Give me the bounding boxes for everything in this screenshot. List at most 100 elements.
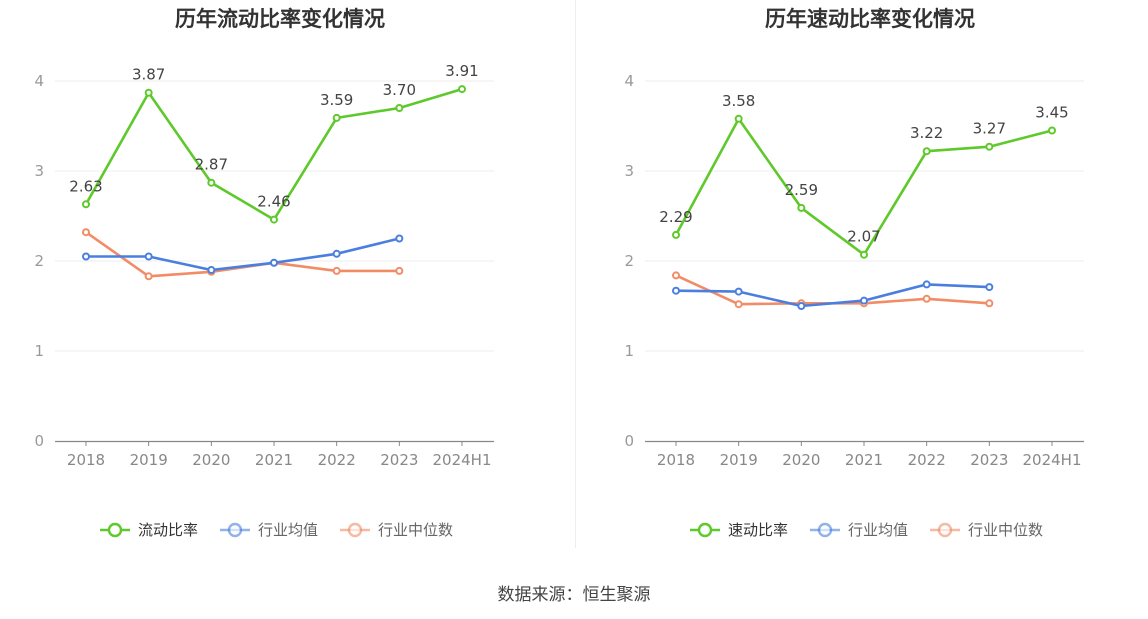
- data-label: 2.63: [69, 177, 102, 195]
- series-line-2: [675, 283, 990, 308]
- x-tick-label: 2021: [255, 451, 293, 469]
- x-tick-label: 2019: [130, 451, 168, 469]
- data-label: 2.29: [659, 208, 692, 226]
- data-point: [82, 228, 90, 237]
- data-point: [922, 147, 931, 156]
- legend-marker: [937, 522, 953, 538]
- y-tick-label: 1: [34, 342, 44, 360]
- series-line-3: [85, 231, 400, 278]
- panel-divider: [575, 0, 576, 548]
- data-label: 3.45: [1035, 104, 1068, 122]
- data-point: [797, 203, 806, 212]
- data-label: 2.07: [847, 228, 880, 246]
- data-point: [672, 271, 680, 280]
- data-label: 3.58: [722, 92, 755, 110]
- data-point: [734, 287, 743, 296]
- x-tick-label: 2022: [318, 451, 356, 469]
- data-source-note: 数据来源：恒生聚源: [497, 585, 651, 605]
- data-point: [144, 252, 153, 261]
- data-point: [860, 250, 868, 259]
- x-tick-label: 2024H1: [1023, 451, 1082, 469]
- data-label: 3.70: [383, 81, 416, 99]
- legend-item-1: 速动比率: [690, 521, 788, 539]
- data-point: [922, 280, 931, 289]
- x-tick-label: 2019: [720, 451, 758, 469]
- data-point: [207, 266, 216, 274]
- legend-marker: [107, 522, 123, 538]
- legend-item-3: 行业中位数: [930, 521, 1043, 539]
- data-label: 2.46: [257, 193, 290, 211]
- data-point: [1048, 126, 1056, 135]
- legend-item-2: 行业均值: [220, 521, 318, 539]
- data-point: [395, 266, 404, 275]
- data-label: 2.59: [785, 181, 818, 199]
- data-point: [332, 266, 341, 275]
- x-tick-label: 2024H1: [433, 451, 492, 469]
- legend-item-1: 流动比率: [100, 521, 198, 539]
- chart-title: 历年流动比率变化情况: [175, 7, 385, 31]
- y-tick-label: 3: [624, 162, 634, 180]
- legend-marker: [697, 522, 713, 538]
- x-tick-label: 2018: [67, 451, 105, 469]
- legend-marker: [227, 522, 243, 538]
- data-point: [922, 294, 931, 303]
- data-point: [395, 234, 404, 243]
- data-point: [458, 85, 466, 94]
- y-tick-label: 0: [624, 432, 634, 450]
- data-label: 3.59: [320, 91, 353, 109]
- legend-label: 流动比率: [138, 521, 198, 539]
- data-point: [672, 230, 680, 239]
- legend-item-2: 行业均值: [810, 521, 908, 539]
- data-label: 3.27: [973, 120, 1006, 138]
- data-point: [207, 178, 216, 187]
- x-tick-label: 2022: [908, 451, 946, 469]
- x-tick-label: 2020: [782, 451, 820, 469]
- data-point: [144, 272, 153, 281]
- data-point: [82, 200, 90, 209]
- data-point: [332, 113, 341, 122]
- data-point: [395, 104, 404, 112]
- y-tick-label: 0: [34, 432, 44, 450]
- data-point: [860, 296, 868, 305]
- data-point: [672, 286, 680, 295]
- legend-marker: [347, 522, 363, 538]
- data-point: [797, 302, 806, 310]
- x-tick-label: 2018: [657, 451, 695, 469]
- data-point: [985, 299, 994, 308]
- data-point: [332, 249, 341, 258]
- chart-title: 历年速动比率变化情况: [765, 7, 975, 31]
- data-label: 3.87: [132, 66, 165, 84]
- data-point: [734, 114, 743, 123]
- legend-item-3: 行业中位数: [340, 521, 453, 539]
- data-label: 3.22: [910, 124, 943, 142]
- series-line-2: [86, 237, 400, 272]
- data-point: [985, 283, 994, 292]
- data-point: [985, 142, 994, 151]
- legend-label: 行业均值: [848, 521, 908, 539]
- legend-label: 行业均值: [258, 521, 318, 539]
- series-line-3: [675, 274, 990, 306]
- data-label: 2.87: [195, 156, 228, 174]
- y-tick-label: 1: [624, 342, 634, 360]
- y-tick-label: 2: [624, 252, 634, 270]
- data-point: [144, 88, 153, 97]
- data-point: [82, 252, 90, 261]
- x-tick-label: 2023: [380, 451, 418, 469]
- legend-label: 行业中位数: [968, 521, 1043, 539]
- legend-label: 行业中位数: [378, 521, 453, 539]
- charts-canvas: 历年流动比率变化情况 0 1 2 3 4 2018 2019 2020 2021 2022 2023 2…: [34, 7, 1084, 539]
- y-tick-label: 4: [624, 72, 634, 90]
- y-tick-label: 3: [34, 162, 44, 180]
- chart-panel-1: 历年流动比率变化情况 0 1 2 3 4 2018 2019 2020 2021 2022 2023 2…: [34, 7, 494, 539]
- y-tick-label: 2: [34, 252, 44, 270]
- x-tick-label: 2023: [970, 451, 1008, 469]
- legend-marker: [817, 522, 833, 538]
- x-tick-label: 2021: [845, 451, 883, 469]
- x-tick-label: 2020: [192, 451, 230, 469]
- data-point: [734, 300, 743, 309]
- data-point: [270, 258, 278, 267]
- data-point: [270, 215, 278, 224]
- data-label: 3.91: [445, 62, 478, 80]
- chart-panel-2: 历年速动比率变化情况 0 1 2 3 4 2018 2019 2020 2021 2022 2023 2…: [624, 7, 1084, 539]
- y-tick-label: 4: [34, 72, 44, 90]
